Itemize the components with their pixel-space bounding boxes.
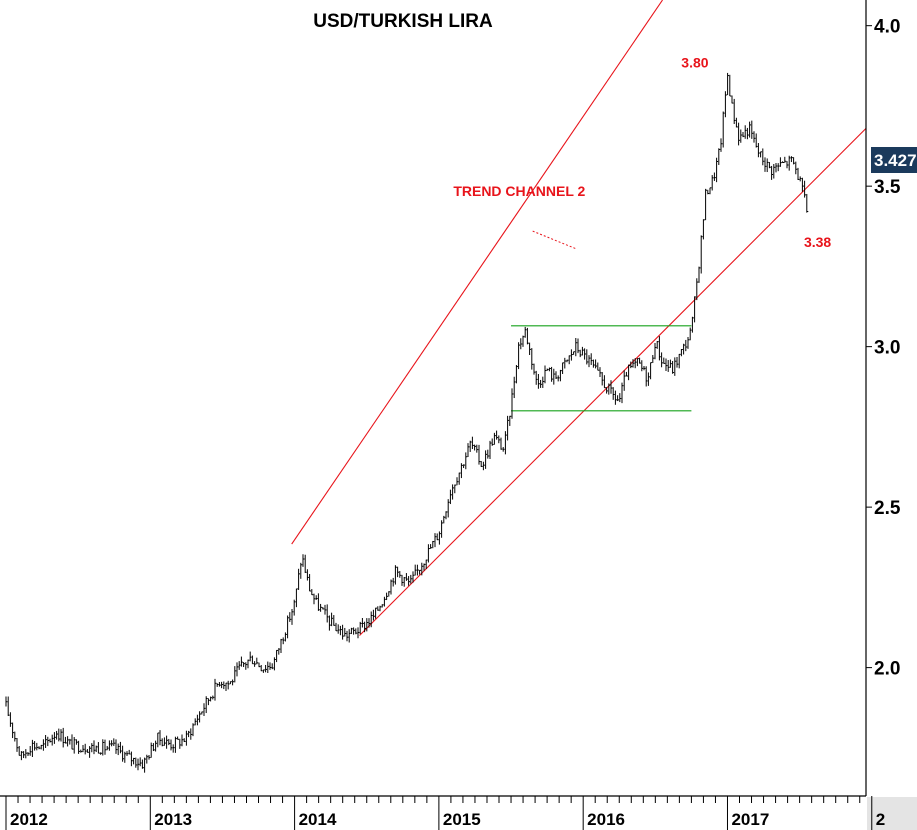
x-tick-label: 2 — [876, 810, 885, 829]
x-axis-ticks: 2012 2013 2014 2015 2016 2017 2 — [5, 796, 885, 830]
x-tick-label: 2016 — [587, 810, 625, 829]
y-tick-label: 3.5 — [874, 177, 901, 198]
last-value-label: 3.427 — [874, 151, 917, 170]
trendline-2 — [359, 127, 867, 636]
x-tick-label: 2014 — [299, 810, 337, 829]
chart-title: USD/TURKISH LIRA — [313, 11, 493, 32]
y-tick-label: 2.5 — [874, 498, 901, 519]
annotations: TREND CHANNEL 2 3.80 3.38 — [453, 54, 831, 250]
last-value-badge: 3.427 — [871, 147, 917, 173]
x-tick-label: 2015 — [443, 810, 481, 829]
corner-panel — [867, 797, 917, 830]
x-tick-label: 2017 — [731, 810, 769, 829]
trendline-1 — [291, 0, 663, 545]
y-tick-label: 4.0 — [874, 17, 900, 38]
trendlines — [291, 0, 867, 636]
annotation-label: TREND CHANNEL 2 — [453, 183, 585, 199]
x-tick-label: 2013 — [154, 810, 192, 829]
y-tick-label: 2.0 — [874, 659, 900, 680]
annotation-label: 3.80 — [681, 54, 708, 70]
y-axis-ticks: 2.0 2.5 3.0 3.5 4.0 — [866, 17, 901, 680]
y-tick-label: 3.0 — [874, 338, 900, 359]
price-series — [5, 72, 809, 773]
last-value-badge-bg — [871, 147, 917, 173]
annotation-label: 3.38 — [804, 234, 831, 250]
x-tick-label: 2012 — [10, 810, 48, 829]
